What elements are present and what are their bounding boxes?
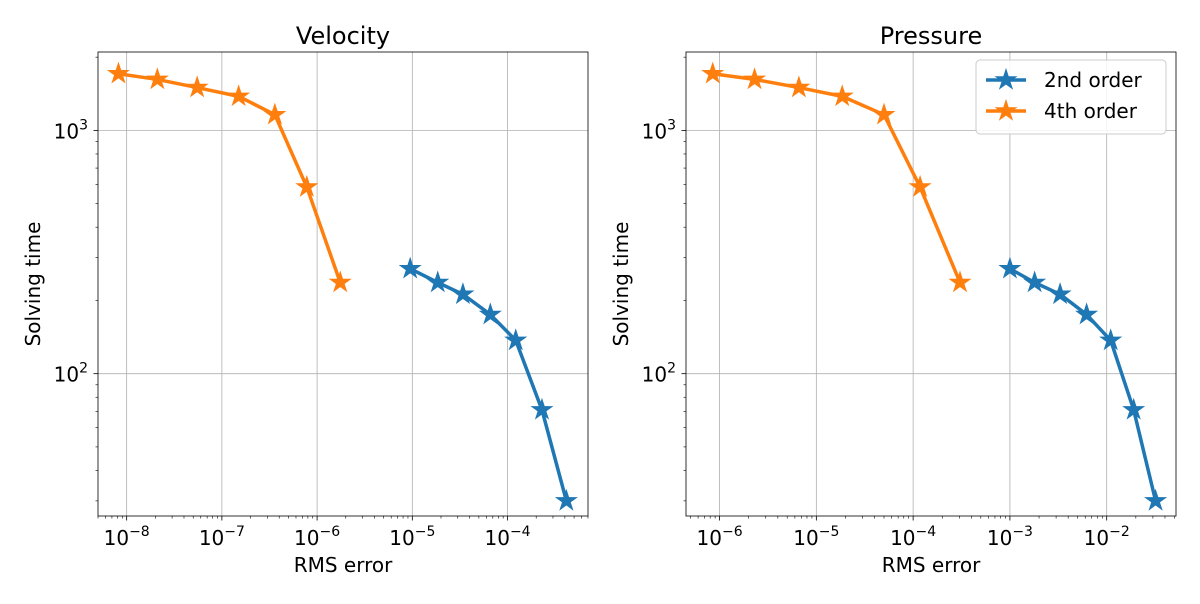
- y-tick-label: 102: [54, 361, 88, 387]
- x-tick-exponent: −6: [722, 524, 743, 540]
- data-point: [908, 174, 932, 197]
- series-2nd-order: [998, 256, 1168, 511]
- x-tick-exponent: −5: [819, 524, 840, 540]
- y-tick-exponent: 2: [667, 361, 676, 377]
- x-tick-mantissa: 10: [199, 526, 224, 550]
- x-tick-mantissa: 10: [890, 526, 915, 550]
- data-point: [504, 328, 528, 351]
- y-tick-mantissa: 10: [54, 119, 79, 143]
- y-tick-exponent: 3: [667, 117, 676, 133]
- data-point: [787, 75, 811, 98]
- x-tick-mantissa: 10: [1084, 526, 1109, 550]
- x-tick-mantissa: 10: [987, 526, 1012, 550]
- x-axis-label: RMS error: [882, 553, 981, 577]
- x-tick-exponent: −6: [320, 524, 341, 540]
- data-point: [872, 102, 896, 125]
- data-point: [743, 67, 767, 90]
- x-tick-label: 10−4: [484, 524, 530, 550]
- x-tick-label: 10−2: [1084, 524, 1130, 550]
- data-point: [295, 174, 319, 197]
- x-tick-mantissa: 10: [294, 526, 319, 550]
- data-point: [830, 84, 854, 107]
- data-point: [554, 488, 578, 511]
- series-2nd-order: [398, 256, 578, 511]
- legend-swatch-marker: [994, 67, 1018, 90]
- y-tick-label: 102: [642, 361, 676, 387]
- data-point: [701, 61, 725, 84]
- data-point: [1144, 488, 1168, 511]
- x-tick-exponent: −5: [415, 524, 436, 540]
- data-point: [106, 61, 130, 84]
- data-point: [185, 75, 209, 98]
- x-tick-label: 10−5: [793, 524, 839, 550]
- y-tick-mantissa: 10: [54, 363, 79, 387]
- x-tick-label: 10−6: [697, 524, 743, 550]
- y-tick-exponent: 3: [79, 117, 88, 133]
- x-tick-exponent: −7: [224, 524, 245, 540]
- x-tick-exponent: −2: [1109, 524, 1130, 540]
- x-tick-exponent: −8: [129, 524, 150, 540]
- series-4th-order: [106, 61, 352, 293]
- x-tick-exponent: −3: [1012, 524, 1033, 540]
- x-tick-exponent: −4: [916, 524, 937, 540]
- x-tick-mantissa: 10: [697, 526, 722, 550]
- y-tick-label: 103: [642, 117, 676, 143]
- y-axis-label: Solving time: [609, 222, 633, 347]
- data-point: [451, 282, 475, 305]
- data-point: [998, 256, 1022, 279]
- data-point: [1099, 328, 1123, 351]
- data-point: [227, 84, 251, 107]
- y-tick-mantissa: 10: [642, 363, 667, 387]
- data-point: [1023, 270, 1047, 293]
- data-point: [478, 302, 502, 325]
- data-point: [398, 256, 422, 279]
- legend-label: 4th order: [1044, 99, 1138, 123]
- data-point: [948, 270, 972, 293]
- legend-entry: 2nd order: [986, 67, 1143, 92]
- x-tick-label: 10−3: [987, 524, 1033, 550]
- chart-title: Pressure: [880, 22, 982, 50]
- x-tick-label: 10−6: [294, 524, 340, 550]
- x-tick-label: 10−8: [104, 524, 150, 550]
- x-tick-mantissa: 10: [793, 526, 818, 550]
- data-point: [328, 270, 352, 293]
- data-point: [145, 67, 169, 90]
- data-point: [1048, 282, 1072, 305]
- x-tick-label: 10−4: [890, 524, 936, 550]
- chart-title: Velocity: [296, 22, 390, 50]
- y-tick-exponent: 2: [79, 361, 88, 377]
- data-point: [1122, 397, 1146, 420]
- legend-swatch-marker: [994, 98, 1018, 121]
- data-point: [263, 102, 287, 125]
- legend-label: 2nd order: [1044, 68, 1143, 92]
- axes-frame: [97, 51, 589, 517]
- legend: 2nd order 4th order: [975, 59, 1167, 135]
- x-tick-mantissa: 10: [389, 526, 414, 550]
- data-point: [1075, 302, 1099, 325]
- series-4th-order: [701, 61, 972, 293]
- y-tick-label: 103: [54, 117, 88, 143]
- x-tick-label: 10−7: [199, 524, 245, 550]
- x-tick-exponent: −4: [510, 524, 531, 540]
- data-point: [530, 397, 554, 420]
- x-tick-mantissa: 10: [484, 526, 509, 550]
- y-axis-label: Solving time: [21, 222, 45, 347]
- axes-frame: [685, 51, 1177, 517]
- x-axis-label: RMS error: [294, 553, 393, 577]
- x-tick-mantissa: 10: [104, 526, 129, 550]
- legend-entry: 4th order: [986, 98, 1138, 123]
- y-tick-mantissa: 10: [642, 119, 667, 143]
- data-point: [426, 270, 450, 293]
- x-tick-label: 10−5: [389, 524, 435, 550]
